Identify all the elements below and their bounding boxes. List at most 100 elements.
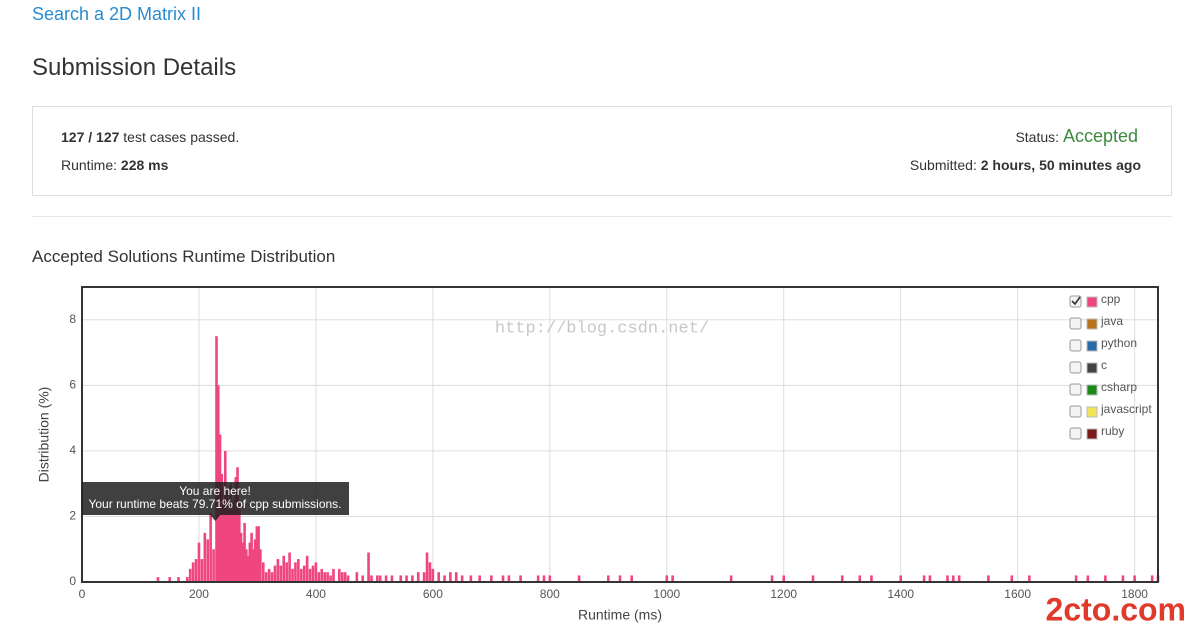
x-tick-label: 1400 xyxy=(887,587,914,601)
runtime-row: Runtime: 228 ms xyxy=(61,157,168,173)
y-tick-label: 6 xyxy=(69,378,76,392)
bar xyxy=(437,572,441,582)
bar xyxy=(267,568,271,582)
bar xyxy=(270,572,274,582)
bar xyxy=(519,575,522,582)
runtime-label: Runtime: xyxy=(61,157,118,173)
y-tick-label: 4 xyxy=(69,443,76,457)
legend-label: cpp xyxy=(1101,292,1121,306)
bar xyxy=(411,575,414,582)
bar xyxy=(238,503,241,582)
legend-checkbox[interactable] xyxy=(1069,361,1082,374)
bar xyxy=(390,575,394,582)
bar xyxy=(665,575,669,582)
bar xyxy=(899,575,902,582)
bar xyxy=(297,559,300,582)
bar xyxy=(206,539,210,582)
legend-label: ruby xyxy=(1101,424,1124,438)
bar xyxy=(320,568,324,582)
x-tick-label: 1800 xyxy=(1121,587,1148,601)
bar xyxy=(305,555,309,582)
bar xyxy=(577,575,581,582)
y-tick-label: 0 xyxy=(69,574,76,588)
bar xyxy=(987,575,990,582)
legend-checkbox[interactable] xyxy=(1069,383,1082,396)
bar xyxy=(536,575,540,582)
bar xyxy=(425,552,429,582)
bar xyxy=(361,575,364,582)
bar xyxy=(378,575,382,582)
bar xyxy=(607,575,610,582)
status-label: Status: xyxy=(1015,129,1060,145)
chart-heading: Accepted Solutions Runtime Distribution xyxy=(32,247,336,266)
bar xyxy=(501,575,505,582)
summary-box: 127 / 127 test cases passed. Runtime: 22… xyxy=(32,106,1172,196)
bar xyxy=(264,572,268,582)
legend-swatch xyxy=(1086,362,1098,374)
bar xyxy=(1133,575,1136,582)
x-tick-label: 800 xyxy=(540,587,560,601)
divider xyxy=(32,216,1172,217)
bar xyxy=(311,565,315,582)
bar xyxy=(188,568,192,582)
bar xyxy=(291,568,294,582)
bar xyxy=(952,575,955,582)
bar xyxy=(449,572,452,582)
legend-checkbox[interactable] xyxy=(1069,317,1082,330)
bar xyxy=(317,572,321,582)
page-heading: Submission Details xyxy=(32,54,237,81)
bar xyxy=(200,559,204,582)
bar xyxy=(416,572,420,582)
bar xyxy=(443,575,446,582)
bar xyxy=(250,532,253,582)
legend-checkbox[interactable] xyxy=(1069,405,1082,418)
bar xyxy=(811,575,815,582)
submitted: 2 hours, 50 minutes ago xyxy=(980,157,1141,173)
bar xyxy=(671,575,674,582)
passed-text: test cases passed. xyxy=(123,129,240,145)
bar xyxy=(288,552,291,582)
bar xyxy=(177,577,180,582)
bar xyxy=(314,562,318,582)
x-tick-label: 600 xyxy=(423,587,443,601)
legend-label: c xyxy=(1101,358,1107,372)
bar xyxy=(255,526,259,582)
bar xyxy=(168,577,172,582)
bar xyxy=(1028,575,1031,582)
bar xyxy=(454,572,458,582)
legend-label: python xyxy=(1101,336,1137,350)
problem-link[interactable]: Search a 2D Matrix II xyxy=(32,4,202,24)
bar xyxy=(222,500,225,582)
passed: 127 xyxy=(61,129,85,145)
bar xyxy=(203,532,207,582)
legend-checkbox[interactable] xyxy=(1069,339,1082,352)
runtime: 228 ms xyxy=(120,157,169,173)
total: 127 xyxy=(96,129,120,145)
cases: 127 / 127 test cases passed. xyxy=(61,129,239,145)
legend-swatch xyxy=(1086,428,1098,440)
bar xyxy=(225,490,229,582)
bar xyxy=(220,473,224,582)
x-tick-label: 400 xyxy=(306,587,326,601)
bar xyxy=(729,575,733,582)
bar xyxy=(343,572,347,582)
bar xyxy=(858,575,862,582)
bar xyxy=(1121,575,1125,582)
bar xyxy=(239,532,243,582)
status: Accepted xyxy=(1062,126,1138,146)
legend-checkbox[interactable] xyxy=(1069,427,1082,440)
bar xyxy=(340,572,344,582)
bar xyxy=(308,568,312,582)
bar xyxy=(370,575,373,582)
bar xyxy=(384,575,388,582)
bar xyxy=(782,575,786,582)
bar xyxy=(957,575,961,582)
bar xyxy=(630,575,633,582)
bar xyxy=(428,562,432,582)
bar xyxy=(928,575,932,582)
bar xyxy=(338,568,341,582)
legend-label: csharp xyxy=(1101,380,1137,394)
x-tick-label: 1200 xyxy=(770,587,797,601)
